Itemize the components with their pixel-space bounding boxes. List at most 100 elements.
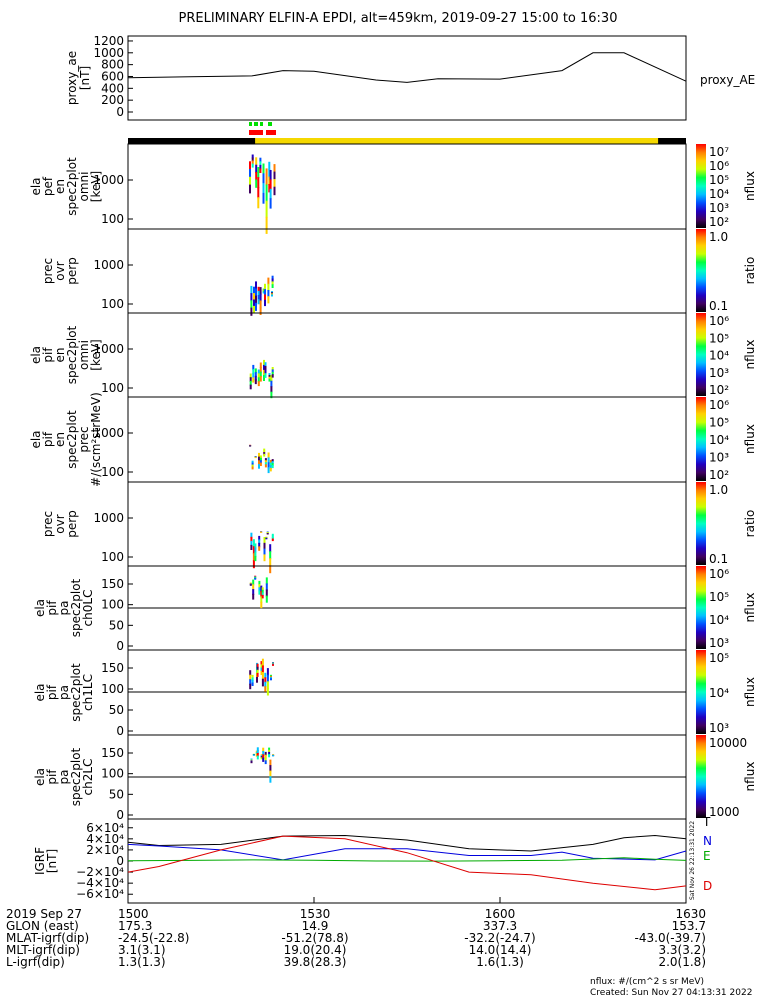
flag-red — [266, 130, 276, 135]
colorbar-label-text: nflux — [743, 677, 757, 707]
heatmap-cell — [264, 672, 267, 679]
heatmap-cell — [267, 277, 270, 285]
heatmap-cell — [260, 670, 263, 675]
heatmap-cell — [273, 164, 276, 173]
heatmap-cell — [249, 384, 252, 390]
heatmap-cell — [268, 378, 271, 382]
ylabel-line: pef — [41, 176, 55, 196]
heatmap-cell — [268, 749, 271, 753]
heatmap-cell — [254, 379, 257, 385]
heatmap-cell — [260, 757, 263, 760]
heatmap-cell — [250, 544, 253, 550]
heatmap-cell — [251, 674, 254, 679]
heatmap-cell — [257, 381, 260, 387]
heatmap-cell — [260, 756, 263, 759]
heatmap-cell — [257, 177, 260, 189]
heatmap-cell — [256, 677, 258, 683]
heatmap-cell — [263, 450, 266, 454]
heatmap-cell — [252, 546, 255, 555]
footer-value: 2.0(1.8) — [658, 955, 706, 969]
panel-frame-4 — [127, 396, 687, 483]
heatmap-cell — [258, 535, 261, 541]
heatmap-cell — [252, 579, 255, 586]
colorbar-label-text: nflux — [743, 171, 757, 201]
heatmap-cell — [250, 532, 253, 538]
heatmap-cell — [264, 757, 267, 762]
heatmap-cell — [268, 747, 271, 751]
colorbar-tick: 1.0 — [709, 483, 728, 497]
heatmap-cell — [264, 681, 267, 688]
ylabel-line: ela — [33, 683, 47, 701]
colorbar-tick: 10² — [709, 383, 729, 397]
heatmap-cell — [268, 169, 271, 178]
ytick-label: 150 — [101, 577, 124, 591]
heatmap-cell — [259, 287, 262, 295]
ytick-label: 0 — [116, 724, 124, 738]
heatmap-cell — [249, 679, 252, 685]
heatmap-cell — [269, 759, 272, 767]
heatmap-cell — [270, 380, 273, 388]
heatmap-cell — [257, 377, 260, 383]
ylabel-line: pa — [57, 685, 71, 700]
heatmap-cell — [269, 459, 272, 464]
colorbar-tick: 10³ — [709, 451, 729, 465]
colorbar-label-text: ratio — [743, 510, 757, 538]
igrf-label-T: T — [702, 815, 711, 829]
heatmap-cell — [257, 167, 260, 179]
heatmap-cell — [266, 674, 269, 683]
heatmap-cell — [269, 565, 272, 574]
heatmap-cell — [256, 669, 259, 674]
ytick-label: 1000 — [93, 258, 124, 272]
colorbar-tick: 10⁶ — [709, 567, 729, 581]
igrf-E — [127, 857, 687, 862]
heatmap-cell — [259, 371, 262, 378]
ytick-label: 100 — [101, 465, 124, 479]
heatmap-cell — [271, 278, 274, 283]
heatmap-cell — [258, 590, 261, 595]
footer-row-name: GLON (east) — [6, 919, 79, 933]
heatmap-cell — [260, 664, 263, 669]
heatmap-cell — [255, 172, 258, 181]
ylabel-line: ch2LC — [81, 759, 95, 796]
heatmap-cell — [250, 300, 253, 309]
heatmap-cell — [259, 457, 262, 462]
heatmap-cell — [258, 546, 261, 551]
ytick-label: 0 — [116, 105, 124, 119]
heatmap-cell — [268, 754, 271, 758]
ytick-label: 100 — [101, 297, 124, 311]
ylabel-line: ela — [29, 177, 43, 195]
colorbar-tick: 10⁴ — [709, 613, 729, 627]
ylabel-line: perp — [65, 510, 79, 538]
heatmap-cell — [271, 371, 274, 376]
heatmap-cell — [268, 176, 271, 185]
heatmap-cell — [269, 462, 272, 467]
ylabel-line: en — [53, 348, 67, 363]
flag-green — [260, 122, 263, 126]
heatmap-cell — [251, 163, 254, 168]
heatmap-cell — [269, 188, 272, 200]
footer-value: 14.9 — [302, 919, 329, 933]
heatmap-cell — [256, 663, 259, 668]
heatmap-cell — [260, 590, 263, 598]
colorbar-tick: 10⁴ — [709, 349, 729, 363]
flag-green — [254, 122, 258, 126]
heatmap-cell — [259, 376, 262, 382]
colorbar-label: ratio — [743, 257, 757, 285]
heatmap-cell — [262, 747, 265, 752]
heatmap-cell — [272, 755, 275, 757]
colorbar-3 — [696, 313, 706, 396]
heatmap-cell — [260, 585, 263, 592]
footer-value: 1630 — [675, 907, 706, 921]
ytick-label: 50 — [109, 618, 124, 632]
heatmap-cell — [270, 386, 273, 393]
footer-row-name: L-igrf(dip) — [6, 955, 65, 969]
flag-red — [249, 130, 263, 135]
colorbar-label-text: nflux — [743, 340, 757, 370]
flag-green — [249, 122, 252, 126]
igrf-label-D: D — [703, 879, 712, 893]
heatmap-cell — [253, 286, 255, 295]
heatmap-cell — [264, 289, 266, 296]
heatmap-cell — [252, 364, 255, 371]
footer-value: 1500 — [118, 907, 149, 921]
